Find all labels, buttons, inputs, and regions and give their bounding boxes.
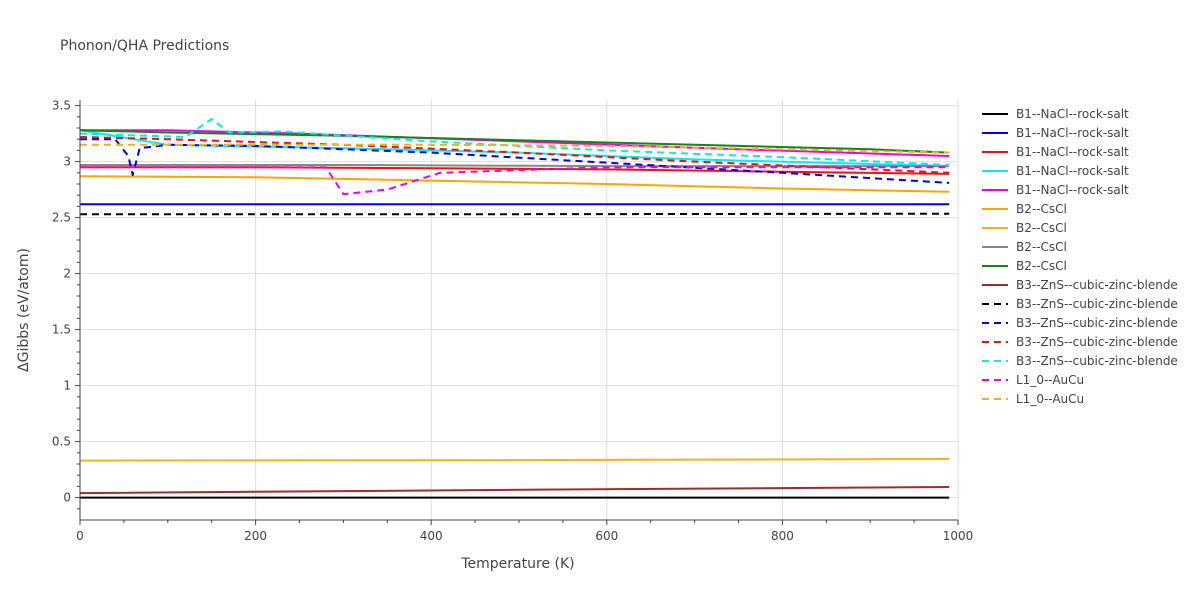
series-line-13 [79, 136, 950, 174]
series-line-3 [80, 166, 950, 175]
legend-label: B2--CsCl [1016, 221, 1067, 235]
legend-label: B1--NaCl--rock-salt [1016, 164, 1129, 178]
x-axis-label: Temperature (K) [460, 556, 574, 572]
legend-item: B3--ZnS--cubic-zinc-blende [982, 335, 1178, 349]
chart-title: Phonon/QHA Predictions [60, 38, 229, 54]
y-tick-label: 2 [63, 267, 71, 281]
legend-item: B3--ZnS--cubic-zinc-blende [982, 316, 1178, 330]
y-tick-label: 0 [63, 491, 71, 505]
series-line-16 [80, 143, 950, 154]
series-line-7 [79, 458, 950, 462]
legend-item: B1--NaCl--rock-salt [982, 126, 1129, 140]
y-tick-label: 2.5 [52, 211, 71, 225]
y-tick-label: 0.5 [52, 435, 71, 449]
x-tick-label: 600 [595, 529, 618, 543]
legend-item: L1_0--AuCu [982, 392, 1084, 406]
series-line-12 [80, 138, 950, 184]
series-line-6 [79, 175, 950, 193]
series-layer [79, 118, 950, 499]
legend-item: B3--ZnS--cubic-zinc-blende [982, 297, 1178, 311]
legend-item: B2--CsCl [982, 202, 1067, 216]
y-tick-label: 1.5 [52, 323, 71, 337]
series-line-15 [80, 166, 950, 196]
y-axis-label: ΔGibbs (eV/atom) [16, 248, 32, 372]
series-line-10 [79, 486, 950, 495]
legend-item: B3--ZnS--cubic-zinc-blende [982, 278, 1178, 292]
legend-item: L1_0--AuCu [982, 373, 1084, 387]
legend-label: B3--ZnS--cubic-zinc-blende [1016, 354, 1178, 368]
ticks-layer: 0 200 400 600 800 1000 0 0.5 1 1.5 2 2.5 3 3.5 [52, 99, 973, 543]
legend-label: B2--CsCl [1016, 240, 1067, 254]
series-line-11 [80, 212, 950, 216]
legend-label: B1--NaCl--rock-salt [1016, 145, 1129, 159]
series-line-4 [79, 129, 950, 168]
legend-label: B1--NaCl--rock-salt [1016, 183, 1129, 197]
legend-label: B3--ZnS--cubic-zinc-blende [1016, 316, 1178, 330]
series-line-9 [79, 129, 950, 154]
y-tick-label: 3 [63, 155, 71, 169]
legend-item: B3--ZnS--cubic-zinc-blende [982, 354, 1178, 368]
legend-label: L1_0--AuCu [1016, 392, 1084, 406]
x-tick-label: 400 [420, 529, 443, 543]
y-tick-label: 1 [63, 379, 71, 393]
y-tick-label: 3.5 [52, 99, 71, 113]
legend-item: B1--NaCl--rock-salt [982, 145, 1129, 159]
legend-item: B2--CsCl [982, 259, 1067, 273]
legend-label: B1--NaCl--rock-salt [1016, 107, 1129, 121]
legend-item: B1--NaCl--rock-salt [982, 107, 1129, 121]
legend: B1--NaCl--rock-salt B1--NaCl--rock-salt B1… [982, 107, 1178, 406]
legend-item: B2--CsCl [982, 240, 1067, 254]
x-tick-label: 200 [244, 529, 267, 543]
x-tick-label: 800 [771, 529, 794, 543]
legend-label: B3--ZnS--cubic-zinc-blende [1016, 335, 1178, 349]
series-line-8 [80, 164, 950, 168]
legend-label: B2--CsCl [1016, 202, 1067, 216]
x-tick-label: 1000 [943, 529, 974, 543]
legend-label: B3--ZnS--cubic-zinc-blende [1016, 297, 1178, 311]
x-tick-label: 0 [76, 529, 84, 543]
legend-label: B2--CsCl [1016, 259, 1067, 273]
legend-label: L1_0--AuCu [1016, 373, 1084, 387]
legend-item: B1--NaCl--rock-salt [982, 164, 1129, 178]
legend-item: B1--NaCl--rock-salt [982, 183, 1129, 197]
legend-label: B1--NaCl--rock-salt [1016, 126, 1129, 140]
series-line-14 [79, 118, 950, 166]
legend-item: B2--CsCl [982, 221, 1067, 235]
legend-label: B3--ZnS--cubic-zinc-blende [1016, 278, 1178, 292]
